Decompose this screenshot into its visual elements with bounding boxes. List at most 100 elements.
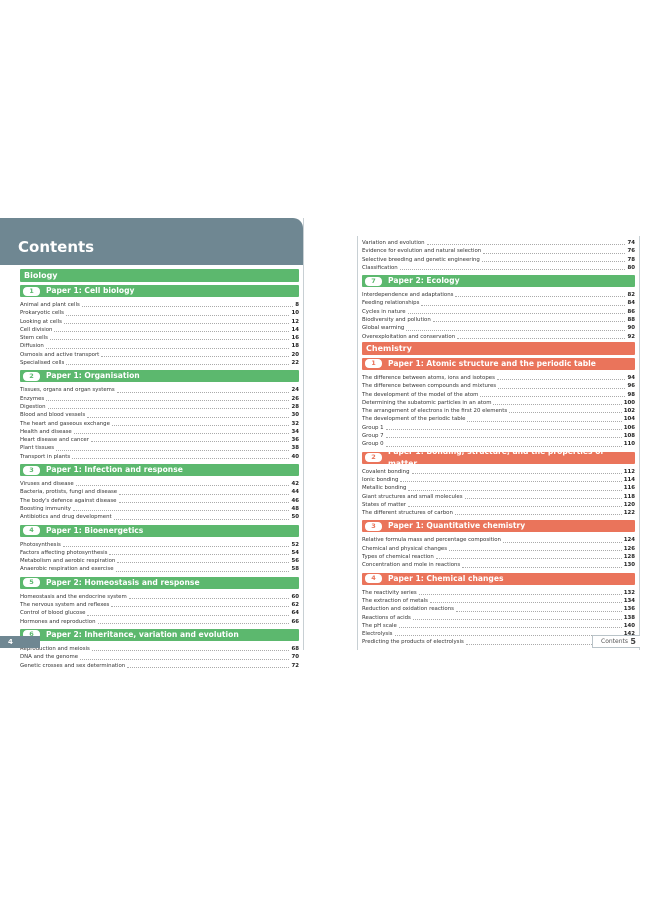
entry-title: Digestion <box>20 403 46 410</box>
entry-page: 58 <box>291 566 299 573</box>
entry-page: 108 <box>623 433 635 440</box>
entry-page: 80 <box>627 264 635 271</box>
dot-leader <box>465 643 622 645</box>
section-number: 5 <box>22 577 41 589</box>
section-title: Paper 1: Atomic structure and the period… <box>388 358 596 368</box>
entry-page: 130 <box>623 562 635 569</box>
entry-title: Blood and blood vessels <box>20 412 86 419</box>
entry-title: States of matter <box>362 501 407 508</box>
entry-page: 72 <box>291 662 299 669</box>
dot-leader <box>90 440 290 443</box>
contents-entry: Biodiversity and pollution 88 <box>362 316 635 324</box>
contents-entry: Digestion 28 <box>20 403 299 411</box>
dot-leader <box>498 387 626 389</box>
dot-leader <box>454 513 622 516</box>
contents-entry: Tissues, organs and organ systems 24 <box>20 386 299 394</box>
dot-leader <box>127 666 290 668</box>
entry-page: 126 <box>623 545 635 552</box>
dot-leader <box>407 312 626 315</box>
dot-leader <box>480 395 626 397</box>
entry-page: 34 <box>291 428 299 435</box>
entry-title: The difference between compounds and mix… <box>362 383 497 390</box>
contents-entry: Osmosis and active transport 20 <box>20 351 299 359</box>
contents-entry: Overexploitation and conservation 92 <box>362 333 635 341</box>
contents-entry: Factors affecting photosynthesis 54 <box>20 549 299 557</box>
entry-title: Homeostasis and the endocrine system <box>20 593 127 600</box>
dot-leader <box>400 480 622 483</box>
dot-leader <box>430 601 622 604</box>
entry-title: Anaerobic respiration and exercise <box>20 566 114 573</box>
entry-title: Classification <box>362 264 398 271</box>
contents-entry: DNA and the genome 70 <box>20 653 299 661</box>
entry-title: The difference between atoms, ions and i… <box>362 374 495 381</box>
contents-entry: Variation and evolution 74 <box>362 239 635 247</box>
contents-entry: Selective breeding and genetic engineeri… <box>362 256 635 264</box>
contents-entry: Diffusion 18 <box>20 342 299 350</box>
entry-page: 102 <box>623 408 635 415</box>
dot-leader <box>63 322 290 324</box>
dot-leader <box>481 260 626 262</box>
section-header: 7 Paper 2: Ecology <box>362 275 635 288</box>
entry-title: Cell division <box>20 326 53 333</box>
entry-page: 92 <box>627 333 635 340</box>
section-number: 4 <box>22 525 41 537</box>
entry-page: 60 <box>291 593 299 600</box>
dot-leader <box>426 243 626 246</box>
entry-page: 24 <box>291 387 299 394</box>
entry-title: Evidence for evolution and natural selec… <box>362 248 482 255</box>
dot-leader <box>411 472 622 474</box>
entry-title: The nervous system and reflexes <box>20 602 110 609</box>
dot-leader <box>412 618 622 620</box>
entry-title: Prokaryotic cells <box>20 310 64 317</box>
entry-page: 8 <box>295 302 299 308</box>
entry-page: 118 <box>623 493 635 500</box>
section-title: Paper 1: Infection and response <box>46 465 183 475</box>
entry-page: 132 <box>623 589 635 596</box>
section-title: Paper 1: Chemical changes <box>388 573 504 583</box>
dot-leader <box>449 549 622 552</box>
entry-page: 88 <box>627 317 635 324</box>
entry-page: 38 <box>291 445 299 452</box>
entry-title: Enzymes <box>20 395 45 402</box>
section-title: Paper 1: Bioenergetics <box>46 525 144 535</box>
section-title: Paper 1: Organisation <box>46 371 140 381</box>
section-number: 3 <box>364 520 383 532</box>
entry-page: 62 <box>291 602 299 609</box>
contents-entry: Feeding relationships 84 <box>362 299 635 307</box>
entry-page: 32 <box>291 420 299 427</box>
entry-page: 40 <box>291 453 299 460</box>
entry-page: 106 <box>623 424 635 431</box>
dot-leader <box>117 561 290 564</box>
dot-leader <box>116 391 290 393</box>
footer: Contents 5 <box>592 635 640 648</box>
section-number: 1 <box>364 358 383 370</box>
entry-page: 30 <box>291 412 299 419</box>
subject-bar: Chemistry <box>362 341 635 355</box>
dot-leader <box>455 295 626 298</box>
entry-title: Metallic bonding <box>362 485 407 492</box>
dot-leader <box>111 605 290 608</box>
dot-leader <box>398 626 622 629</box>
section-number: 3 <box>22 464 41 476</box>
entry-title: The development of the periodic table <box>362 416 466 423</box>
dot-leader <box>493 403 622 406</box>
entry-page: 64 <box>291 610 299 617</box>
contents-entry: The pH scale 140 <box>362 622 635 630</box>
entry-page: 56 <box>291 558 299 565</box>
dot-leader <box>455 610 622 612</box>
dot-leader <box>462 566 622 568</box>
entry-title: Stem cells <box>20 335 48 342</box>
contents-entry: Homeostasis and the endocrine system 60 <box>20 593 299 601</box>
subject-bar: Biology <box>20 269 299 282</box>
entry-title: Control of blood glucose <box>20 610 86 617</box>
dot-leader <box>385 436 622 439</box>
entry-page: 140 <box>623 622 635 629</box>
entry-page: 26 <box>291 395 299 402</box>
dot-leader <box>87 614 290 616</box>
entry-title: Group 7 <box>362 433 384 440</box>
dot-leader <box>385 445 622 447</box>
contents-entry: Ionic bonding 114 <box>362 476 635 484</box>
entry-page: 28 <box>291 403 299 410</box>
contents-entry: Classification 80 <box>362 264 635 272</box>
dot-leader <box>54 330 290 333</box>
